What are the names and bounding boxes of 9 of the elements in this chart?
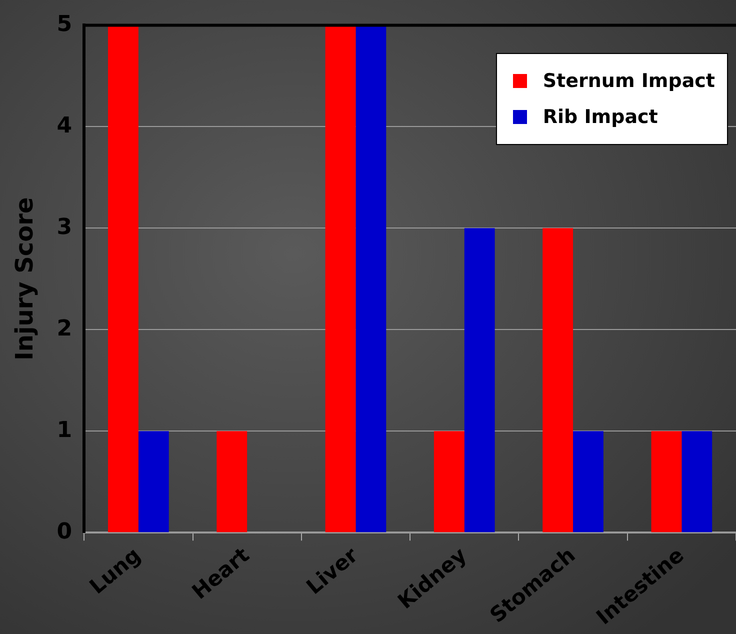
legend-label: Sternum Impact	[542, 70, 715, 92]
y-tick-label: 4	[56, 113, 72, 138]
y-tick-label: 0	[56, 519, 72, 544]
y-axis-title: Injury Score	[10, 197, 39, 361]
y-tick-label: 5	[56, 12, 72, 37]
y-tick-label: 1	[56, 418, 72, 443]
y-tick-label: 2	[56, 316, 72, 342]
y-tick-label: 3	[56, 214, 72, 240]
legend-label: Rib Impact	[542, 106, 658, 128]
